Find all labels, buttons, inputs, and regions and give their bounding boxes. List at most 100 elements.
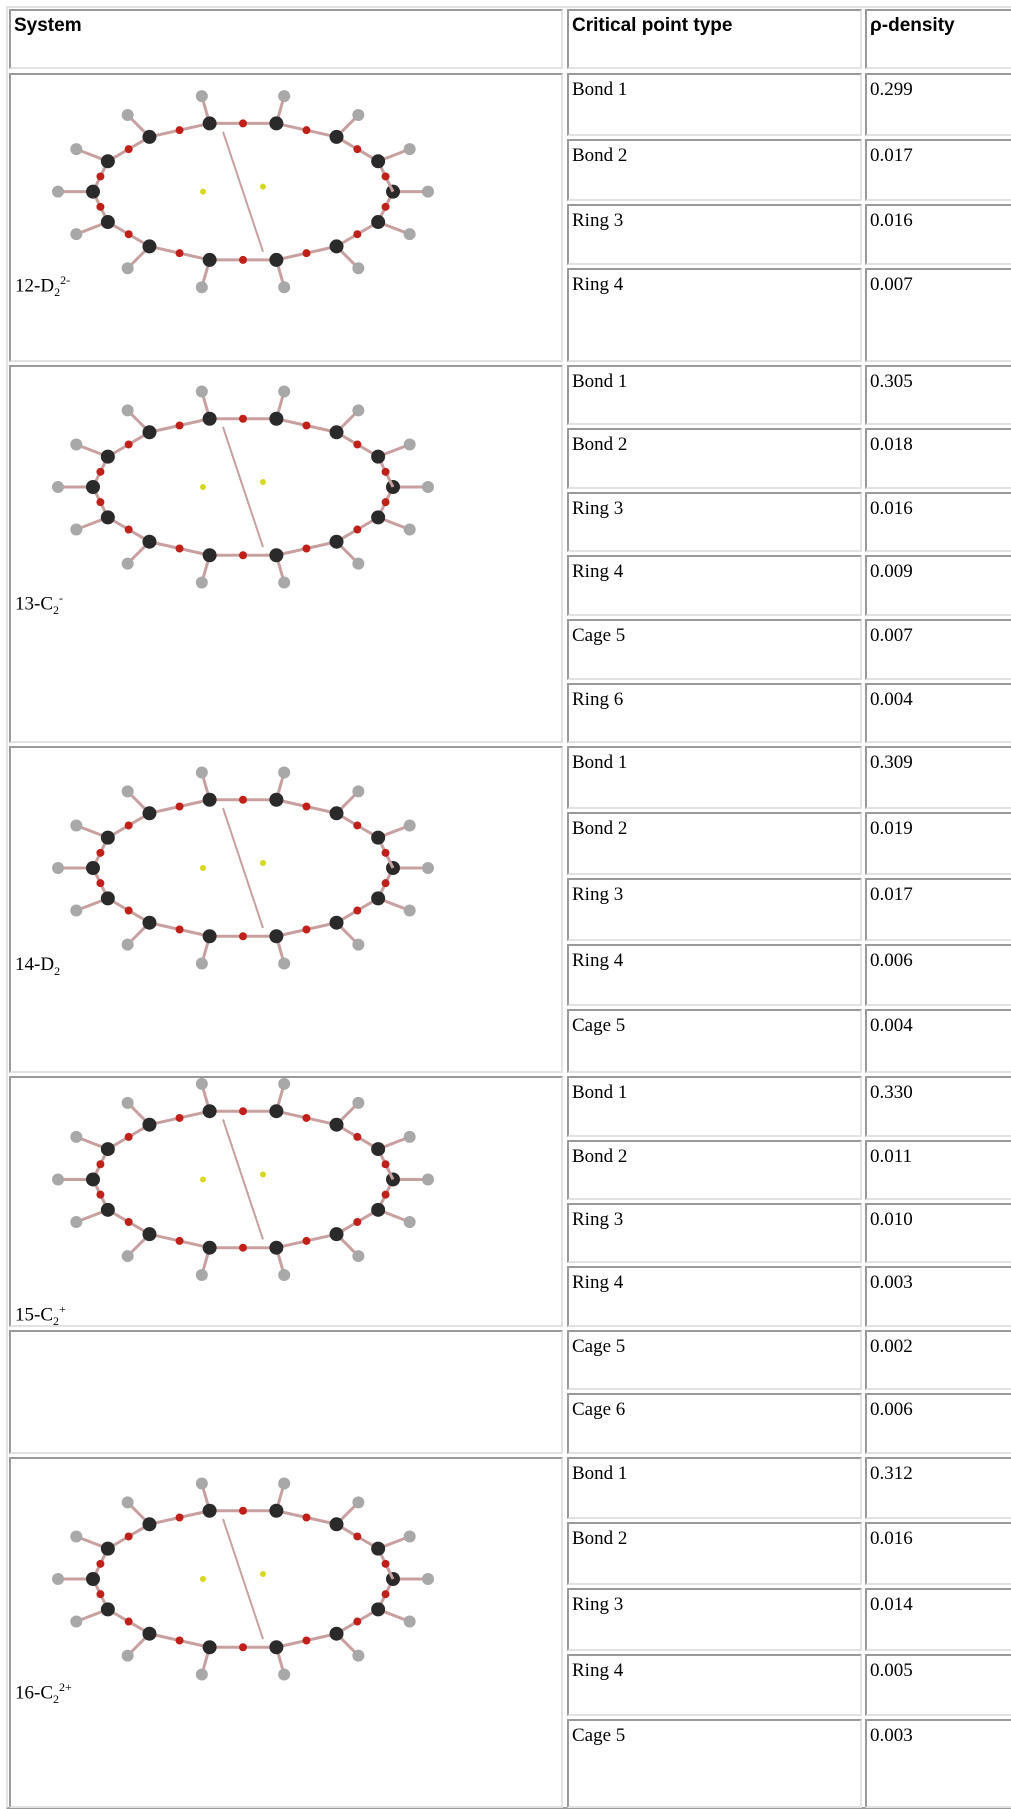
type-cell: Bond 1 [567, 365, 862, 425]
hydrogen-atom [422, 1174, 434, 1186]
carbon-atom [142, 240, 156, 254]
carbon-atom [269, 1503, 283, 1517]
bond [223, 1519, 263, 1639]
carbon-atom [203, 1241, 217, 1255]
oxygen-atom [353, 525, 361, 533]
type-cell: Bond 2 [567, 139, 862, 201]
type-cell: Bond 2 [567, 1140, 862, 1200]
oxygen-atom [239, 933, 247, 941]
page: SystemCritical point typeρ-density12-D22… [0, 0, 1011, 1809]
density-cell: 0.003 [865, 1266, 1011, 1326]
hydrogen-atom [352, 109, 364, 121]
hydrogen-atom [422, 862, 434, 874]
oxygen-atom [302, 1513, 310, 1521]
density-cell: 0.009 [865, 555, 1011, 615]
system-subscript: 2 [53, 1692, 59, 1706]
oxygen-atom [302, 126, 310, 134]
carbon-atom [371, 1142, 385, 1156]
carbon-atom [269, 117, 283, 131]
oxygen-atom [125, 145, 133, 153]
hydrogen-atom [196, 767, 208, 779]
oxygen-atom [125, 230, 133, 238]
oxygen-atom [353, 1218, 361, 1226]
density-cell: 0.309 [865, 746, 1011, 809]
carbon-atom [142, 1118, 156, 1132]
hydrogen-atom [196, 385, 208, 397]
hydrogen-atom [122, 1649, 134, 1661]
hydrogen-atom [404, 143, 416, 155]
hydrogen-atom [196, 1078, 208, 1090]
oxygen-atom [302, 926, 310, 934]
hydrogen-atom [122, 786, 134, 798]
carbon-atom [269, 793, 283, 807]
carbon-atom [371, 892, 385, 906]
hydrogen-atom [352, 786, 364, 798]
system-subscript: 2 [53, 604, 59, 618]
carbon-atom [142, 1517, 156, 1531]
carbon-atom [101, 510, 115, 524]
hydrogen-atom [70, 1216, 82, 1228]
hydrogen-atom [352, 558, 364, 570]
critical-point [200, 1177, 206, 1183]
hydrogen-atom [70, 1131, 82, 1143]
carbon-atom [371, 510, 385, 524]
density-cell: 0.011 [865, 1140, 1011, 1200]
hydrogen-atom [122, 263, 134, 275]
density-cell: 0.299 [865, 73, 1011, 136]
type-cell: Bond 1 [567, 73, 862, 136]
hydrogen-atom [352, 263, 364, 275]
oxygen-atom [125, 1218, 133, 1226]
oxygen-atom [176, 1237, 184, 1245]
density-cell: 0.007 [865, 268, 1011, 362]
density-cell: 0.016 [865, 492, 1011, 552]
carbon-atom [330, 240, 344, 254]
oxygen-atom [302, 1114, 310, 1122]
oxygen-atom [96, 880, 104, 888]
hydrogen-atom [52, 481, 64, 493]
hydrogen-atom [196, 90, 208, 102]
carbon-atom [101, 1142, 115, 1156]
carbon-atom [371, 450, 385, 464]
density-cell: 0.014 [865, 1588, 1011, 1651]
hydrogen-atom [52, 862, 64, 874]
oxygen-atom [382, 1590, 390, 1598]
carbon-atom [371, 831, 385, 845]
oxygen-atom [125, 907, 133, 915]
hydrogen-atom [404, 438, 416, 450]
carbon-atom [330, 916, 344, 930]
hydrogen-atom [278, 281, 290, 293]
oxygen-atom [302, 803, 310, 811]
carbon-atom [142, 807, 156, 821]
density-cell: 0.003 [865, 1719, 1011, 1807]
oxygen-atom [176, 421, 184, 429]
carbon-atom [101, 831, 115, 845]
oxygen-atom [125, 440, 133, 448]
type-cell: Ring 3 [567, 492, 862, 552]
bond [223, 132, 263, 252]
oxygen-atom [176, 926, 184, 934]
oxygen-atom [302, 1237, 310, 1245]
oxygen-atom [239, 256, 247, 264]
carbon-atom [101, 1203, 115, 1217]
header-cell: Critical point type [567, 9, 862, 69]
hydrogen-atom [278, 1078, 290, 1090]
density-cell: 0.019 [865, 812, 1011, 875]
critical-point [260, 1172, 266, 1178]
carbon-atom [142, 535, 156, 549]
oxygen-atom [239, 1107, 247, 1115]
bond [223, 427, 263, 547]
hydrogen-atom [352, 1250, 364, 1262]
oxygen-atom [176, 1513, 184, 1521]
carbon-atom [101, 215, 115, 229]
hydrogen-atom [196, 1668, 208, 1680]
density-cell: 0.018 [865, 428, 1011, 488]
carbon-atom [101, 155, 115, 169]
carbon-atom [203, 412, 217, 426]
oxygen-atom [382, 849, 390, 857]
hydrogen-atom [404, 1615, 416, 1627]
carbon-atom [86, 185, 100, 199]
carbon-atom [203, 1503, 217, 1517]
density-cell: 0.007 [865, 619, 1011, 681]
hydrogen-atom [52, 186, 64, 198]
system-label: 16-C22+ [15, 1680, 72, 1707]
